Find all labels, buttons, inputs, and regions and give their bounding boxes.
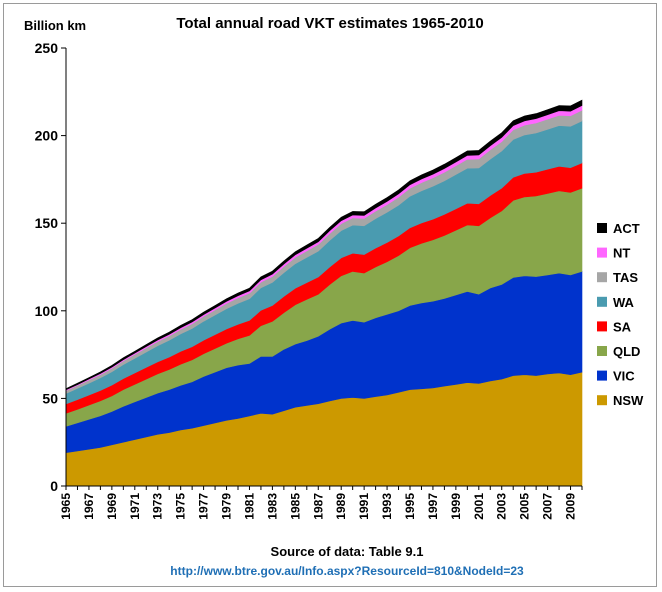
x-axis: 1965 1967 1969 1971 1973 1975 1977 1979 1981 1983…: [59, 485, 583, 520]
legend-label-nsw: NSW: [613, 393, 644, 408]
x-tick-label: 2001: [472, 493, 486, 520]
legend-swatch-vic: [597, 370, 607, 381]
legend-swatch-nt: [597, 247, 607, 258]
y-axis: 0 50 100 150 200 250: [35, 40, 67, 494]
x-tick-label: 1975: [174, 493, 188, 520]
x-tick-label: 2007: [541, 493, 555, 520]
x-tick-label: 1999: [449, 493, 463, 520]
legend-swatch-act: [597, 223, 607, 233]
x-tick-label: 1987: [311, 493, 325, 520]
x-tick-label: 1973: [151, 493, 165, 520]
source-label: Source of data: Table 9.1: [271, 544, 424, 559]
legend-swatch-wa: [597, 296, 607, 307]
x-tick-label: 1995: [403, 493, 417, 520]
legend-label-nt: NT: [613, 246, 630, 261]
legend-label-act: ACT: [613, 221, 640, 236]
legend-swatch-nsw: [597, 395, 607, 406]
chart-title: Total annual road VKT estimates 1965-201…: [176, 15, 483, 32]
x-tick-label: 1991: [357, 493, 371, 520]
y-tick-label: 100: [35, 303, 59, 319]
plot-area: [65, 99, 583, 487]
x-tick-label: 1983: [265, 493, 279, 520]
x-tick-label: 1981: [243, 493, 257, 520]
x-tick-label: 1967: [82, 493, 96, 520]
x-tick-label: 2009: [564, 493, 578, 520]
x-tick-label: 1979: [220, 493, 234, 520]
x-tick-label: 1969: [105, 493, 119, 520]
x-tick-label: 1993: [380, 493, 394, 520]
legend-label-vic: VIC: [613, 369, 635, 384]
x-tick-label: 1997: [426, 493, 440, 520]
legend-label-qld: QLD: [613, 344, 640, 359]
area-series-act: [65, 99, 583, 391]
y-axis-unit-label: Billion km: [24, 18, 86, 33]
x-tick-label: 1965: [59, 493, 73, 520]
legend-label-tas: TAS: [613, 270, 638, 285]
y-tick-label: 50: [42, 390, 58, 406]
legend-swatch-qld: [597, 346, 607, 356]
x-tick-label: 1971: [128, 493, 142, 520]
x-tick-label: 1989: [334, 493, 348, 520]
legend-label-sa: SA: [613, 319, 632, 334]
x-tick-label: 2005: [518, 493, 532, 520]
legend-swatch-sa: [597, 321, 607, 332]
y-tick-label: 200: [35, 128, 59, 144]
source-url-link[interactable]: http://www.btre.gov.au/Info.aspx?Resourc…: [170, 564, 524, 578]
legend: ACT NT TAS WA SA QLD VIC NSW: [597, 221, 644, 408]
y-tick-label: 250: [35, 40, 59, 56]
x-tick-label: 1985: [288, 493, 302, 520]
y-tick-label: 0: [50, 478, 58, 494]
legend-swatch-tas: [597, 272, 607, 283]
x-tick-label: 1977: [197, 493, 211, 520]
y-tick-label: 150: [35, 215, 59, 231]
legend-label-wa: WA: [613, 295, 635, 310]
x-tick-label: 2003: [495, 493, 509, 520]
